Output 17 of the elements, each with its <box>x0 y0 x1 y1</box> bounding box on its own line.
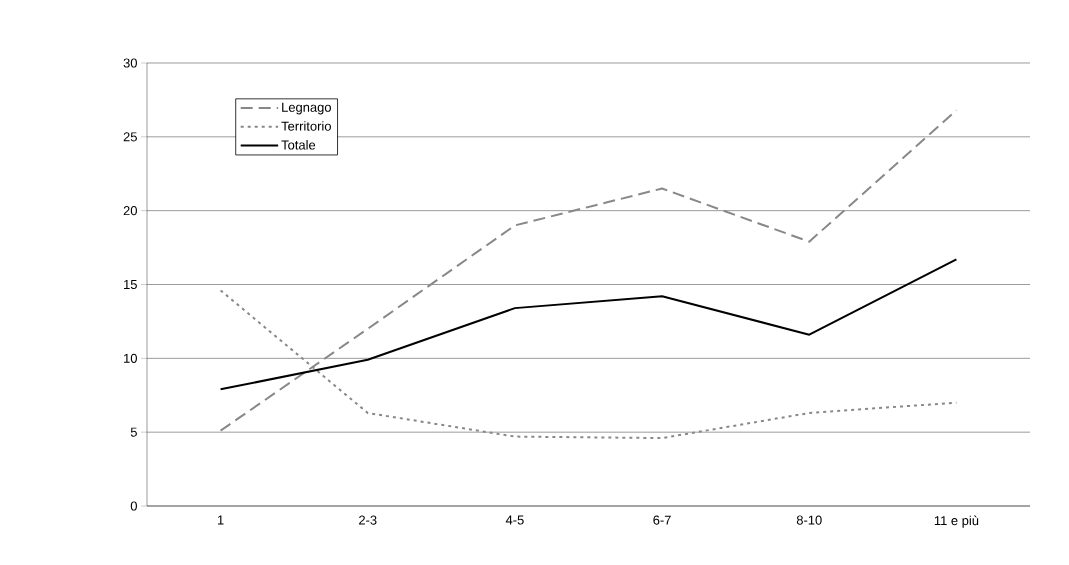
x-tick-label: 8-10 <box>796 515 822 525</box>
y-tick-label: 15 <box>124 279 137 290</box>
legend-label: Territorio <box>281 121 331 131</box>
y-tick-label: 0 <box>130 501 137 511</box>
x-tick-label: 1 <box>217 515 224 525</box>
line-series <box>219 258 958 391</box>
y-tick-label: 25 <box>123 132 137 142</box>
y-tick-label: 10 <box>124 353 137 363</box>
x-tick-label: 6-7 <box>653 515 671 525</box>
y-tick-label: 5 <box>130 427 137 437</box>
legend-label: Legnago <box>282 102 331 115</box>
x-tick-label: 2-3 <box>359 515 377 525</box>
x-tick-label: 11 e più <box>934 515 979 528</box>
legend-label: Totale <box>281 140 316 150</box>
y-tick-label: 20 <box>123 206 137 216</box>
x-tick-label: 4-5 <box>505 515 524 525</box>
y-tick-label: 30 <box>123 58 137 68</box>
